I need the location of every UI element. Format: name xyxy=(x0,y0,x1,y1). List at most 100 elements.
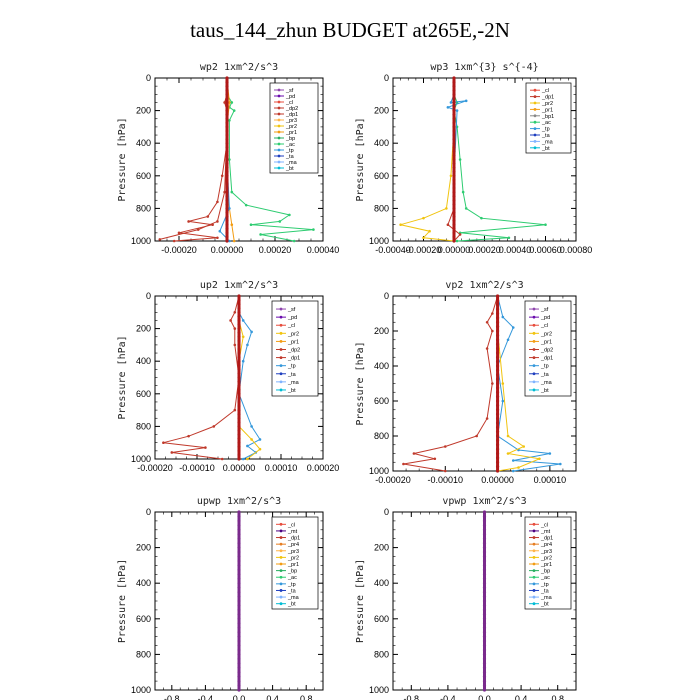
series-point_pr2 xyxy=(538,457,541,461)
zero-profile-marker xyxy=(495,425,500,429)
zero-profile-marker xyxy=(495,294,500,298)
zero-profile-marker xyxy=(237,643,241,648)
series-point_dp1 xyxy=(212,425,216,428)
zero-profile-marker xyxy=(482,559,487,563)
zero-profile-marker xyxy=(452,153,456,158)
zero-profile-marker xyxy=(237,537,241,541)
zero-profile-marker xyxy=(237,322,241,327)
legend-swatch-marker xyxy=(279,602,283,606)
y-axis-label: Pressure [hPa] xyxy=(355,117,366,201)
legend-entry: _sf xyxy=(285,88,294,94)
zero-profile-marker xyxy=(225,231,229,235)
zero-profile-marker xyxy=(225,109,229,113)
legend-entry: _cl xyxy=(287,522,295,528)
legend-entry: _dp2 xyxy=(285,106,298,112)
zero-profile-marker xyxy=(237,359,241,363)
series-point_ac xyxy=(244,203,248,207)
legend-entry: _dp1 xyxy=(285,112,298,118)
series-point_dp1 xyxy=(446,223,450,226)
legend-swatch-marker xyxy=(279,549,283,553)
legend-entry: _ma xyxy=(285,160,298,166)
x-tick-label: -0.00020 xyxy=(161,245,197,255)
zero-profile-marker xyxy=(225,166,229,170)
series-point_dp1 xyxy=(485,320,489,324)
zero-profile-marker xyxy=(237,657,241,661)
legend-entry: _bp xyxy=(287,569,297,575)
zero-profile-marker xyxy=(237,404,241,408)
zero-profile-marker xyxy=(237,428,241,433)
zero-profile-marker xyxy=(495,386,500,390)
legend-entry: _bt xyxy=(540,388,549,394)
y-axis-label: Pressure [hPa] xyxy=(117,117,128,201)
zero-profile-marker xyxy=(237,568,241,572)
zero-profile-marker xyxy=(225,202,229,206)
series-point_dp1 xyxy=(491,329,494,333)
zero-profile-marker xyxy=(225,137,229,141)
legend-entry: _ac xyxy=(540,575,550,581)
legend-entry: _ta xyxy=(540,588,550,594)
series-line_dp2 xyxy=(159,78,228,240)
x-tick-label: 0.00060 xyxy=(529,245,562,255)
series-point_ac xyxy=(228,119,231,122)
zero-profile-marker xyxy=(482,661,487,665)
series-line_tp xyxy=(497,295,561,472)
legend-swatch-marker xyxy=(533,127,537,130)
zero-profile-marker xyxy=(495,430,500,434)
legend: _sf _pd _cl _pr2 _pr1 _dp2 _dp1 _tp _ta _ma _bt xyxy=(271,300,319,397)
series-point_pr2 xyxy=(258,447,262,451)
zero-profile-marker xyxy=(237,679,241,683)
y-tick-label: 0 xyxy=(146,291,151,301)
zero-profile-marker xyxy=(237,408,241,412)
zero-profile-marker xyxy=(225,219,229,223)
legend-entry: _bp1 xyxy=(541,114,554,120)
legend-swatch-marker xyxy=(279,562,283,566)
series-point_tp xyxy=(218,229,222,233)
series-point_dp1 xyxy=(233,408,237,412)
zero-profile-marker xyxy=(482,621,487,625)
zero-profile-marker xyxy=(237,550,241,554)
zero-profile-marker xyxy=(482,626,487,630)
zero-profile-marker xyxy=(452,206,456,210)
legend-swatch-marker xyxy=(533,101,537,105)
series-point_dp1 xyxy=(206,215,210,218)
legend: _cl_mt_dp1_pr4_pr3_pr2_pr1_bp_ac_tp_ta_m… xyxy=(271,516,319,610)
zero-profile-marker xyxy=(237,343,241,347)
zero-profile-marker xyxy=(237,603,241,608)
legend-swatch-marker xyxy=(532,388,536,392)
series-point_tp xyxy=(506,338,510,342)
legend-entry: _dp2 xyxy=(540,348,553,354)
zero-profile-marker xyxy=(482,670,487,674)
x-tick-label: 0.4 xyxy=(515,694,528,700)
zero-profile-marker xyxy=(225,121,229,125)
zero-profile-marker xyxy=(237,424,241,428)
zero-profile-marker xyxy=(482,572,487,576)
series-point_dp2 xyxy=(216,220,219,223)
series-point_dp1 xyxy=(443,445,447,448)
zero-profile-marker xyxy=(452,178,456,182)
legend-entry: _ma xyxy=(287,380,300,386)
chart-panel-5: upwp 1xm^2/s^3 Pressure [hPa] 0 200 400 600 80… xyxy=(117,496,324,700)
zero-profile-marker xyxy=(237,388,241,392)
legend-swatch-marker xyxy=(279,575,283,579)
zero-profile-marker xyxy=(452,76,456,80)
x-tick-label: 0.0 xyxy=(233,694,246,700)
legend-swatch-marker xyxy=(277,88,281,92)
zero-profile-marker xyxy=(482,568,487,572)
series-point_dp1 xyxy=(172,239,176,243)
legend-swatch-marker xyxy=(279,555,283,559)
x-tick-label: -0.00040 xyxy=(375,245,411,255)
zero-profile-marker xyxy=(225,80,229,84)
legend-entry: _pr4 xyxy=(540,542,552,548)
legend-entry: _ac xyxy=(541,120,551,126)
x-tick-label: 0.4 xyxy=(266,694,279,700)
zero-profile-marker xyxy=(225,133,229,137)
zero-profile-marker xyxy=(237,648,241,652)
series-point_pr2 xyxy=(445,207,448,210)
x-tick-label: -0.00020 xyxy=(137,463,173,473)
zero-profile-marker xyxy=(452,170,456,174)
series-point_tp xyxy=(241,359,245,363)
zero-profile-marker xyxy=(482,648,487,652)
zero-profile-marker xyxy=(225,235,229,239)
legend-entry: _pr2 xyxy=(287,555,299,561)
zero-profile-marker xyxy=(482,510,487,514)
